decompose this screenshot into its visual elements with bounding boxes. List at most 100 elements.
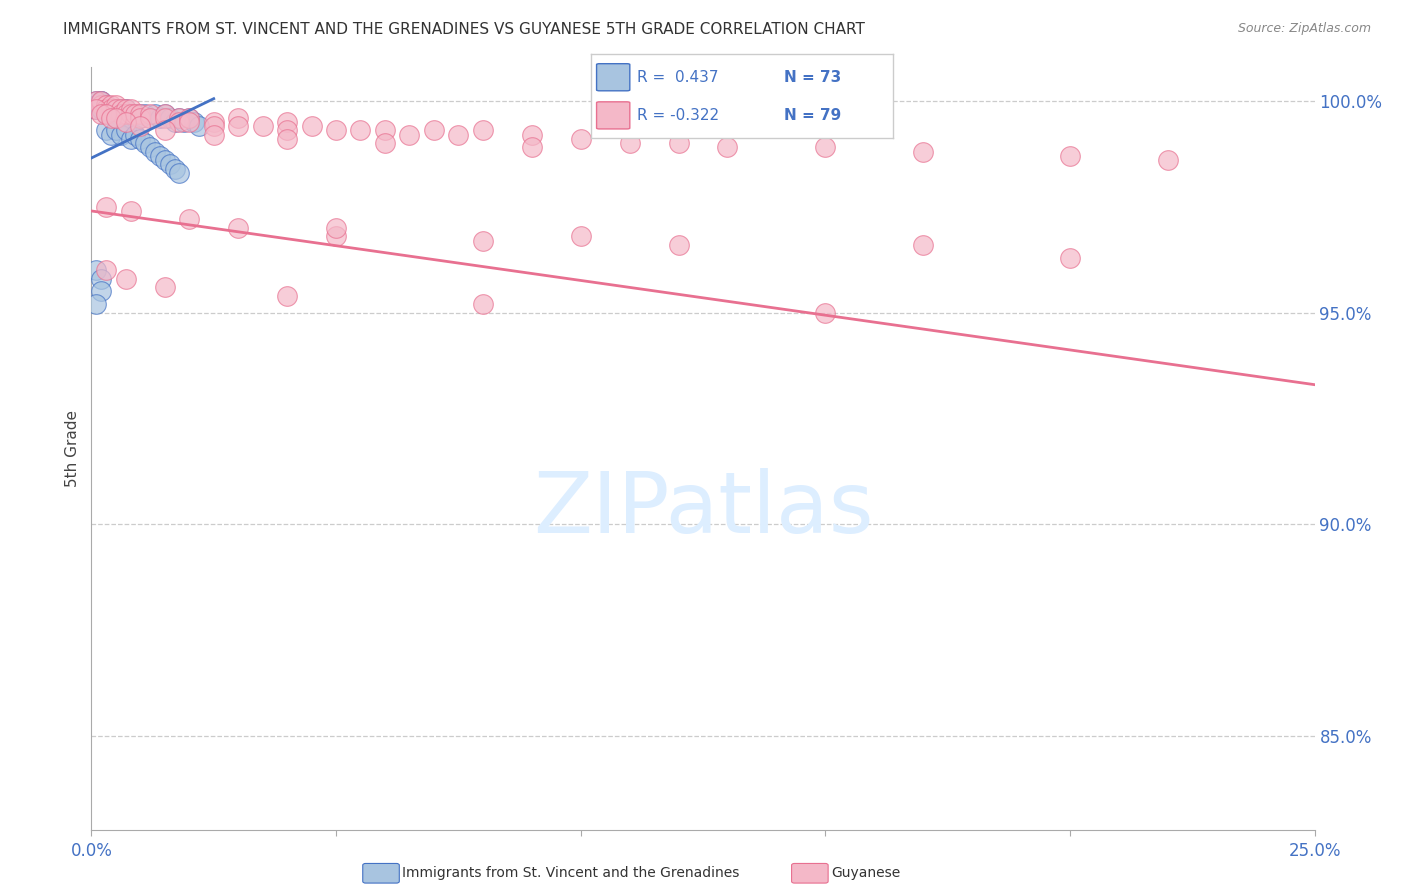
- Point: [139, 140, 162, 154]
- Point: [912, 145, 935, 159]
- Point: [153, 123, 176, 137]
- Point: [90, 102, 112, 116]
- Point: [276, 115, 298, 129]
- Point: [153, 106, 176, 120]
- Point: [569, 132, 592, 146]
- Text: IMMIGRANTS FROM ST. VINCENT AND THE GRENADINES VS GUYANESE 5TH GRADE CORRELATION: IMMIGRANTS FROM ST. VINCENT AND THE GREN…: [63, 22, 865, 37]
- Text: ZIPatlas: ZIPatlas: [533, 467, 873, 550]
- Point: [100, 102, 122, 116]
- Point: [163, 161, 186, 176]
- Point: [134, 136, 156, 150]
- FancyBboxPatch shape: [596, 102, 630, 129]
- Point: [84, 297, 107, 311]
- Point: [94, 102, 117, 116]
- Point: [202, 115, 225, 129]
- Text: R = -0.322: R = -0.322: [637, 108, 720, 123]
- Point: [814, 306, 837, 320]
- Point: [301, 119, 323, 133]
- Point: [100, 102, 122, 116]
- Point: [169, 111, 191, 125]
- Point: [90, 106, 112, 120]
- Point: [252, 119, 274, 133]
- Point: [226, 111, 249, 125]
- Point: [104, 111, 127, 125]
- Point: [120, 106, 142, 120]
- Point: [84, 94, 107, 108]
- Point: [149, 149, 172, 163]
- Point: [398, 128, 420, 142]
- Point: [110, 102, 132, 116]
- Point: [143, 145, 166, 159]
- Point: [104, 106, 127, 120]
- Point: [325, 123, 347, 137]
- Point: [129, 106, 152, 120]
- Point: [94, 98, 117, 112]
- Point: [169, 166, 191, 180]
- Text: R =  0.437: R = 0.437: [637, 70, 718, 85]
- Point: [153, 280, 176, 294]
- Point: [94, 102, 117, 116]
- Point: [104, 111, 127, 125]
- Point: [169, 111, 191, 125]
- Point: [90, 98, 112, 112]
- Point: [129, 119, 152, 133]
- Point: [374, 136, 396, 150]
- Point: [94, 102, 117, 116]
- Text: N = 79: N = 79: [785, 108, 841, 123]
- Point: [188, 119, 211, 133]
- Point: [84, 102, 107, 116]
- Point: [139, 106, 162, 120]
- Point: [202, 119, 225, 133]
- Point: [94, 106, 117, 120]
- Point: [520, 128, 543, 142]
- Point: [124, 106, 146, 120]
- Point: [179, 115, 201, 129]
- Point: [349, 123, 371, 137]
- Point: [1059, 251, 1081, 265]
- Point: [716, 140, 738, 154]
- Point: [94, 263, 117, 277]
- Point: [104, 102, 127, 116]
- Point: [94, 98, 117, 112]
- Point: [110, 102, 132, 116]
- Point: [84, 102, 107, 116]
- Point: [100, 106, 122, 120]
- Point: [94, 98, 117, 112]
- Text: N = 73: N = 73: [785, 70, 841, 85]
- Point: [104, 106, 127, 120]
- FancyBboxPatch shape: [596, 63, 630, 91]
- Point: [90, 102, 112, 116]
- Point: [90, 94, 112, 108]
- Point: [1059, 149, 1081, 163]
- Point: [276, 123, 298, 137]
- Point: [129, 111, 152, 125]
- Point: [139, 111, 162, 125]
- Point: [183, 115, 205, 129]
- Point: [276, 132, 298, 146]
- Point: [139, 111, 162, 125]
- Point: [202, 128, 225, 142]
- Point: [100, 102, 122, 116]
- Point: [84, 98, 107, 112]
- Point: [84, 98, 107, 112]
- Point: [114, 102, 136, 116]
- Point: [100, 98, 122, 112]
- Point: [114, 271, 136, 285]
- Point: [114, 106, 136, 120]
- Point: [471, 234, 494, 248]
- Point: [619, 136, 641, 150]
- Point: [169, 115, 191, 129]
- Point: [84, 263, 107, 277]
- Point: [149, 111, 172, 125]
- Text: 25.0%: 25.0%: [1288, 842, 1341, 860]
- Point: [90, 94, 112, 108]
- Point: [90, 271, 112, 285]
- Point: [120, 102, 142, 116]
- Point: [163, 115, 186, 129]
- Point: [374, 123, 396, 137]
- Point: [447, 128, 470, 142]
- Point: [110, 106, 132, 120]
- Point: [471, 297, 494, 311]
- Point: [569, 229, 592, 244]
- Point: [110, 128, 132, 142]
